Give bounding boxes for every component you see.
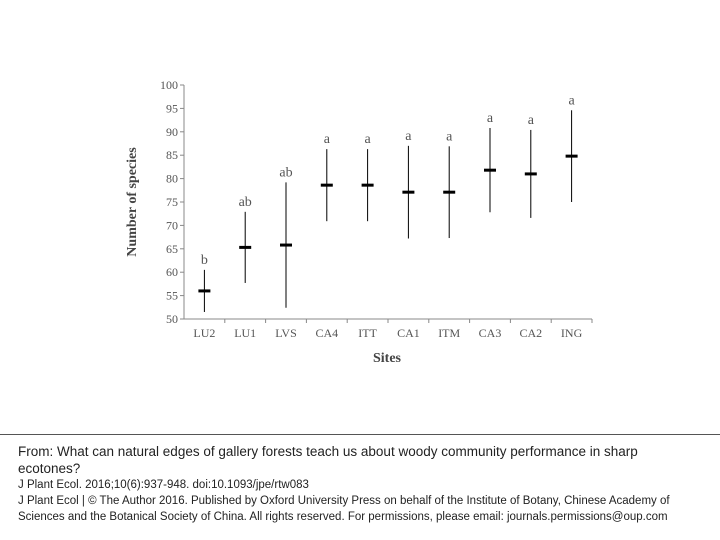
x-tick-label: LU2 bbox=[193, 326, 215, 340]
significance-letter: a bbox=[405, 129, 412, 144]
caption-copyright: J Plant Ecol | © The Author 2016. Publis… bbox=[18, 495, 670, 523]
y-tick-label: 55 bbox=[166, 289, 178, 303]
y-tick-label: 65 bbox=[166, 242, 178, 256]
x-tick-label: CA3 bbox=[479, 326, 502, 340]
significance-letter: a bbox=[528, 113, 535, 128]
significance-letter: ab bbox=[279, 165, 292, 180]
x-axis-title: Sites bbox=[373, 351, 402, 366]
caption: From: What can natural edges of gallery … bbox=[0, 434, 720, 540]
significance-letter: ab bbox=[239, 195, 252, 210]
y-tick-label: 60 bbox=[166, 265, 178, 279]
x-tick-label: ING bbox=[561, 326, 583, 340]
significance-letter: a bbox=[487, 111, 494, 126]
significance-letter: a bbox=[568, 93, 575, 108]
y-tick-label: 80 bbox=[166, 172, 178, 186]
caption-title: From: What can natural edges of gallery … bbox=[18, 444, 638, 476]
significance-letter: a bbox=[446, 129, 453, 144]
chart: Number of species Sites 50 55 60 65 70 75 80 85… bbox=[125, 78, 593, 366]
x-tick-label: ITT bbox=[358, 326, 377, 340]
y-axis-title: Number of species bbox=[125, 147, 140, 257]
x-tick-label: LVS bbox=[275, 326, 297, 340]
x-tick-label: CA1 bbox=[397, 326, 420, 340]
y-tick-label: 70 bbox=[166, 218, 178, 232]
y-tick-label: 50 bbox=[166, 312, 178, 326]
caption-citation: J Plant Ecol. 2016;10(6):937-948. doi:10… bbox=[18, 479, 309, 491]
x-tick-label: CA4 bbox=[315, 326, 338, 340]
y-tick-label: 95 bbox=[166, 101, 178, 115]
y-tick-label: 85 bbox=[166, 148, 178, 162]
significance-letter: a bbox=[324, 132, 331, 147]
significance-letter: a bbox=[364, 132, 371, 147]
significance-letter: b bbox=[201, 253, 208, 268]
x-tick-label: LU1 bbox=[234, 326, 256, 340]
y-tick-label: 100 bbox=[160, 78, 178, 92]
y-tick-label: 90 bbox=[166, 125, 178, 139]
x-tick-label: CA2 bbox=[519, 326, 542, 340]
y-tick-label: 75 bbox=[166, 195, 178, 209]
x-tick-label: ITM bbox=[438, 326, 460, 340]
